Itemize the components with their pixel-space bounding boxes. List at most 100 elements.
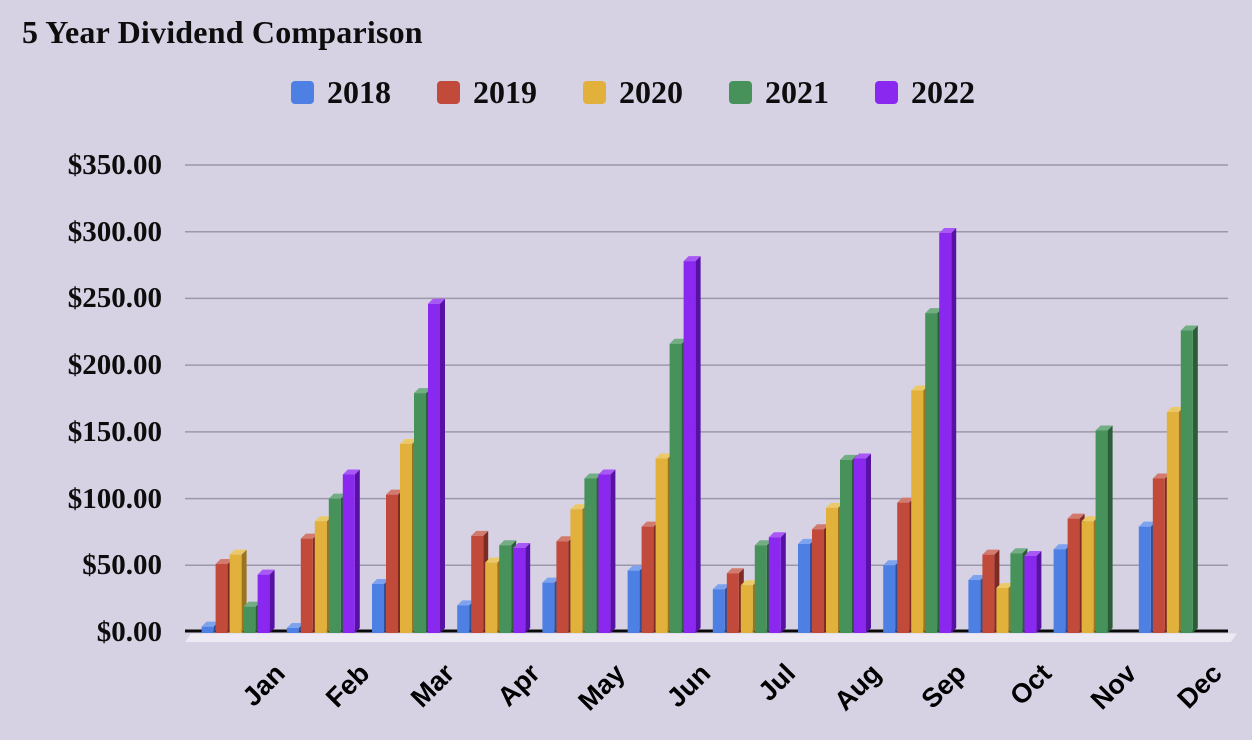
bar-top [428, 298, 445, 304]
bar-top [570, 504, 588, 510]
bar-top [328, 493, 346, 499]
bar-side [780, 532, 786, 633]
bar-side [1036, 550, 1042, 633]
legend-swatch-2019 [437, 81, 460, 104]
x-axis-label: Jul [752, 658, 802, 707]
bar-top [740, 580, 758, 586]
bar [712, 589, 725, 633]
bar-top [840, 454, 857, 460]
bar-top [939, 228, 957, 234]
bar [428, 303, 440, 633]
bar [314, 521, 327, 633]
legend-item-2020: 2020 [583, 74, 683, 111]
bar [768, 537, 781, 633]
bar-top [1180, 325, 1198, 331]
bar [627, 570, 640, 633]
bar-top [513, 542, 531, 548]
bar [826, 507, 838, 633]
bar-top [641, 521, 659, 527]
bar-top [655, 453, 673, 459]
bar [414, 393, 426, 633]
y-tick-label: $150.00 [67, 415, 162, 448]
bar-top [485, 557, 503, 563]
bar [754, 545, 767, 633]
legend-item-2019: 2019 [437, 74, 537, 111]
legend-label-2022: 2022 [911, 74, 975, 110]
bar-top [201, 621, 219, 627]
y-tick-label: $350.00 [67, 149, 162, 181]
bar [812, 529, 824, 633]
bar [1081, 521, 1094, 633]
bar [1067, 518, 1080, 633]
bar [372, 583, 384, 633]
legend-label-2019: 2019 [473, 74, 537, 110]
bar-top [925, 308, 943, 314]
bar-top [215, 558, 233, 564]
bar [939, 233, 952, 633]
legend-item-2021: 2021 [729, 74, 829, 111]
bar-top [414, 388, 431, 394]
x-axis-label: Aug [828, 658, 887, 717]
bar [1138, 526, 1151, 633]
bar-top [1067, 513, 1085, 519]
bar-top [996, 582, 1014, 588]
bar-top [400, 438, 417, 444]
bar [655, 458, 668, 633]
bar [1024, 555, 1037, 633]
bar-top [897, 497, 915, 503]
legend-swatch-2021 [729, 81, 752, 104]
bar-top [542, 577, 560, 583]
bar [740, 585, 753, 633]
bar [499, 545, 512, 633]
bar [457, 605, 470, 633]
chart-title: 5 Year Dividend Comparison [22, 14, 423, 50]
bar [400, 443, 412, 633]
bar [641, 526, 654, 633]
bar-top [372, 578, 389, 584]
bar [542, 582, 555, 633]
y-axis-labels: $350.00 $300.00 $250.00 $200.00 $150.00 $100.… [0, 0, 162, 740]
bar-side [695, 256, 701, 633]
y-tick-label: $50.00 [82, 549, 162, 582]
legend-label-2020: 2020 [619, 74, 683, 110]
y-tick-label: $200.00 [67, 349, 162, 382]
bar-top [826, 502, 843, 508]
bar [598, 474, 611, 633]
bar-side [525, 542, 531, 633]
bar [485, 562, 498, 633]
bar [201, 626, 214, 633]
x-axis-label: Apr [491, 658, 546, 713]
x-axis-label: May [572, 658, 632, 717]
bar [570, 509, 583, 633]
bar [726, 573, 739, 633]
bar [1053, 549, 1066, 633]
bar [471, 535, 484, 633]
chart-legend: 2018 2019 2020 2021 2022 [0, 74, 1252, 111]
bar-top [1166, 406, 1184, 412]
legend-label-2021: 2021 [765, 74, 829, 110]
bar-top [726, 568, 744, 574]
bar [897, 502, 910, 633]
bar-top [982, 549, 1000, 555]
bar-side [610, 469, 616, 633]
x-axis-label: Mar [405, 658, 461, 714]
bar-top [1095, 425, 1113, 431]
bar [584, 478, 597, 633]
bar-top [911, 385, 929, 391]
bar [968, 579, 981, 633]
bar-side [1107, 425, 1113, 633]
bar [243, 606, 256, 633]
bar-top [1152, 473, 1170, 479]
bar-top [342, 469, 360, 475]
bar [215, 563, 228, 633]
x-axis-label: Dec [1171, 658, 1228, 715]
bar [683, 261, 696, 633]
legend-swatch-2018 [291, 81, 314, 104]
legend-swatch-2020 [583, 81, 606, 104]
bar-top [1053, 544, 1071, 550]
bar [840, 459, 852, 633]
bar-top [243, 601, 261, 607]
bar [386, 494, 398, 633]
bar [328, 498, 341, 633]
